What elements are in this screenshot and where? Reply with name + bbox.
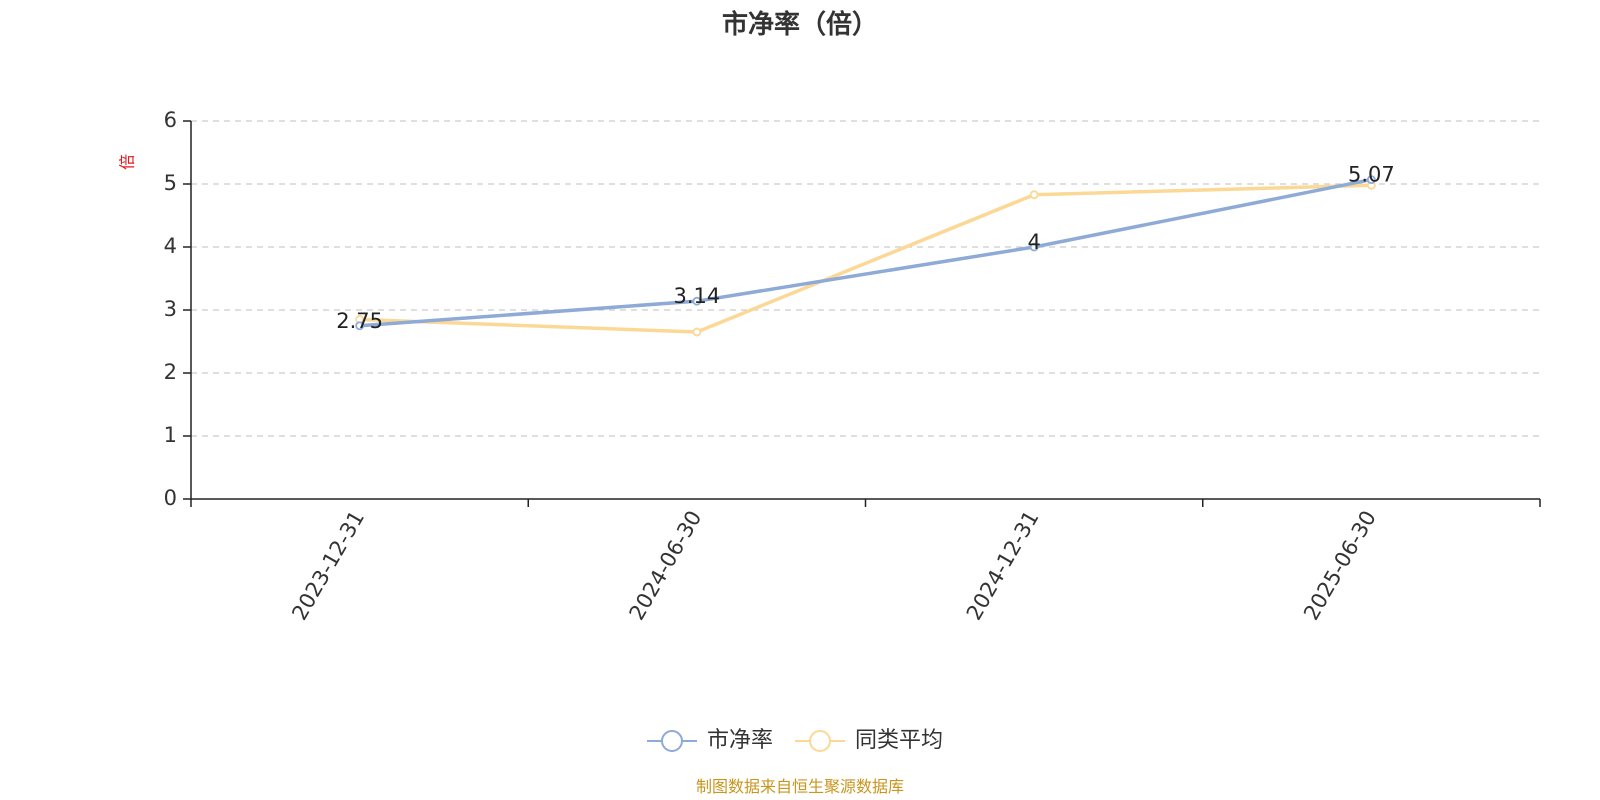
legend-marker-1 (809, 730, 832, 752)
y-tick-label-4: 4 (164, 234, 177, 258)
source-note: 制图数据来自恒生聚源数据库 (696, 777, 904, 796)
series-1-point-2 (1029, 190, 1039, 200)
legend-label-0: 市净率 (707, 728, 773, 753)
chart-title: 市净率（倍） (722, 9, 878, 40)
data-label-1: 3.14 (673, 284, 720, 308)
data-label-0: 2.75 (336, 309, 383, 333)
y-tick-label-6: 6 (164, 108, 177, 132)
legend-marker-0 (661, 730, 683, 752)
x-tick-label-0: 2023-12-31 (287, 507, 369, 625)
series-0-point-1 (692, 296, 702, 306)
y-tick-label-2: 2 (164, 360, 177, 384)
y-tick-label-5: 5 (164, 171, 177, 195)
series-0-point-0 (355, 321, 365, 331)
y-tick-label-1: 1 (164, 423, 177, 447)
legend-item-1[interactable]: 同类平均 (795, 728, 943, 753)
series-line-0 (359, 177, 1372, 328)
series-0-point-3 (1366, 175, 1376, 184)
x-tick-label-3: 2025-06-30 (1299, 507, 1381, 625)
y-axis-unit-label: 倍 (118, 154, 137, 170)
y-axis-ticks: 0 1 2 3 4 5 6 (164, 108, 191, 510)
data-labels: 2.75 3.14 4 5.07 (336, 163, 1395, 333)
y-tick-label-0: 0 (164, 486, 177, 510)
legend-item-0[interactable]: 市净率 (647, 728, 773, 753)
x-tick-label-2: 2024-12-31 (962, 507, 1044, 625)
series-layer (355, 175, 1376, 337)
x-axis-ticks: 2023-12-31 2024-06-30 2024-12-31 2025-06-30 (190, 499, 1541, 625)
series-line-1 (359, 183, 1372, 334)
y-tick-label-3: 3 (164, 297, 177, 321)
x-tick-label-1: 2024-06-30 (625, 507, 707, 625)
grid-lines (191, 120, 1540, 437)
legend[interactable]: 市净率 同类平均 (647, 728, 943, 753)
data-label-3: 5.07 (1348, 163, 1395, 187)
series-0-point-2 (1029, 242, 1039, 252)
series-1-point-1 (692, 327, 702, 337)
legend-label-1: 同类平均 (855, 728, 943, 753)
data-label-2: 4 (1027, 230, 1040, 254)
